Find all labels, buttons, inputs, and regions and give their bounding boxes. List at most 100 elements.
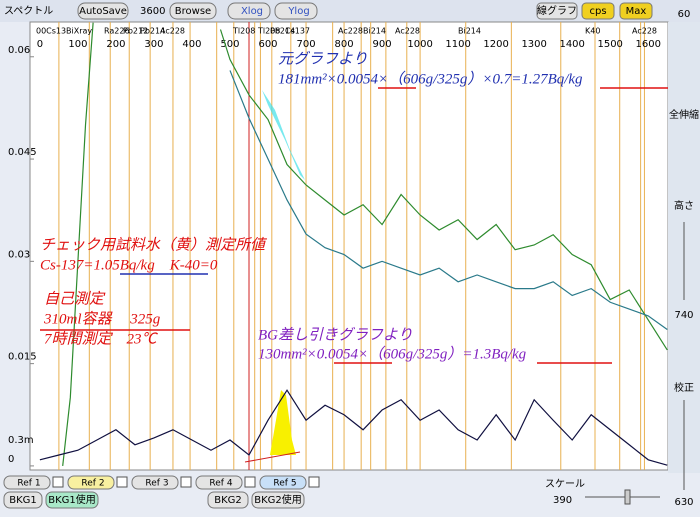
browse-label: Browse — [175, 6, 211, 17]
nuclide-label: Ra226 — [104, 27, 130, 36]
ref-label: Ref 4 — [209, 479, 232, 489]
bkg2-use-button[interactable] — [251, 491, 305, 509]
browse-button[interactable] — [169, 2, 217, 20]
annotation: 7時間測定 23℃ — [44, 330, 159, 347]
ref-label: Ref 5 — [273, 479, 296, 489]
ref-button[interactable] — [67, 475, 115, 490]
height-value: 740 — [674, 310, 693, 321]
plot-area — [29, 21, 669, 471]
x-tick-label: 400 — [182, 39, 201, 50]
x-tick-label: 200 — [106, 39, 125, 50]
baseline — [244, 451, 301, 463]
calib-label: 校正 — [674, 381, 694, 394]
x-tick-label: 1600 — [636, 39, 661, 50]
x-tick-label: 100 — [68, 39, 87, 50]
nuclide-label: Pb212 — [123, 27, 148, 36]
area-fill — [262, 90, 325, 200]
bkg1-button[interactable] — [3, 491, 43, 509]
ylog-label: Ylog — [287, 6, 309, 17]
y-tick-label: 0.015 — [8, 352, 37, 363]
side-top: 60 — [678, 9, 691, 20]
bkg1-label: BKG1 — [9, 495, 37, 506]
annotation: 自己測定 — [44, 290, 106, 307]
bkg2-label: BKG2 — [214, 495, 242, 506]
ref-button[interactable] — [259, 475, 307, 490]
ylog-button[interactable] — [274, 2, 318, 20]
y-tick-label: 0 — [8, 454, 14, 465]
lower-axis-label: 0.3m — [8, 435, 34, 446]
annotation: 130mm²×0.0054×（606g/325g）=1.3Bq/kg — [258, 345, 527, 362]
calib-value: 630 — [674, 497, 693, 508]
x-tick-label: 600 — [258, 39, 277, 50]
mode-button[interactable] — [536, 2, 578, 20]
bkg1-use-label: BKG1使用 — [48, 493, 96, 506]
ref-checkbox[interactable] — [308, 476, 320, 488]
spectrum-line — [229, 70, 668, 331]
y-tick-label: 0.06 — [8, 45, 30, 56]
ref-label: Ref 1 — [17, 479, 40, 489]
fit-label[interactable]: 全伸縮 — [669, 108, 699, 121]
ref-checkbox[interactable] — [244, 476, 256, 488]
x-tick-label: 900 — [373, 39, 392, 50]
ref-checkbox[interactable] — [52, 476, 64, 488]
nuclide-label: Cs137 — [285, 27, 310, 36]
nuclide-label: Ac228 — [160, 27, 185, 36]
bkg2-use-label: BKG2使用 — [254, 493, 302, 506]
scale-label: スケール — [545, 478, 585, 490]
nuclide-label: 00Cs13 — [36, 27, 66, 36]
autosave-button[interactable] — [77, 2, 129, 20]
ref-label: Ref 2 — [81, 479, 104, 489]
nuclide-label: Pb214 — [140, 27, 165, 36]
height-label: 高さ — [674, 199, 694, 212]
ref-button[interactable] — [3, 475, 51, 490]
x-tick-label: 1400 — [559, 39, 584, 50]
x-tick-label: 500 — [220, 39, 239, 50]
ref-checkbox[interactable] — [180, 476, 192, 488]
autosave-label: AutoSave — [79, 6, 127, 17]
x-tick-label: 1000 — [407, 39, 432, 50]
ref-button[interactable] — [195, 475, 243, 490]
x-tick-label: 700 — [296, 39, 315, 50]
max-button[interactable] — [619, 2, 653, 20]
ref-label: Ref 3 — [145, 479, 168, 489]
annotation: BG差し引きグラフより — [258, 326, 413, 343]
annotation: チェック用試料水（黄）測定所値 — [40, 236, 268, 253]
nuclide-label: Ac228 — [338, 27, 363, 36]
x-tick-label: 1500 — [597, 39, 622, 50]
y-tick-label: 0.03 — [8, 249, 30, 260]
bkg2-button[interactable] — [207, 491, 249, 509]
max-label: Max — [626, 6, 647, 17]
nuclide-label: Bi214 — [363, 27, 386, 36]
mode-label: 線グラフ — [537, 4, 577, 17]
annotation: Cs-137=1.05Bq/kg K-40=0 — [40, 257, 218, 273]
ref-checkbox[interactable] — [116, 476, 128, 488]
bkg1-use-button[interactable] — [45, 491, 99, 509]
xlog-label: Xlog — [241, 6, 263, 17]
x-tick-label: 1100 — [445, 39, 470, 50]
spectrum-line — [39, 389, 668, 466]
peak-fill — [270, 390, 296, 455]
nuclide-label: Tl208 — [232, 27, 255, 36]
nuclide-label: K40 — [585, 27, 600, 36]
x-tick-label: 800 — [335, 39, 354, 50]
scale-thumb[interactable] — [624, 489, 631, 505]
annotation: 元グラフより — [278, 50, 368, 67]
nuclide-label: Tl208 — [257, 27, 280, 36]
nuclide-label: Bi214 — [458, 27, 481, 36]
spectrum-line — [219, 29, 668, 351]
time-field[interactable]: 3600 — [140, 6, 165, 17]
xlog-button[interactable] — [227, 2, 271, 20]
nuclide-label: Pb214 — [270, 27, 295, 36]
window-title: スペクトル — [4, 5, 53, 17]
spectrum-line — [62, 22, 94, 466]
nuclide-label: Ac228 — [395, 27, 420, 36]
cps-label: cps — [589, 6, 606, 17]
x-tick-label: 0 — [37, 39, 43, 50]
ref-button[interactable] — [131, 475, 179, 490]
x-tick-label: 1300 — [521, 39, 546, 50]
cps-button[interactable] — [581, 2, 615, 20]
x-tick-label: 1200 — [483, 39, 508, 50]
nuclide-label: Ac228 — [632, 27, 657, 36]
x-tick-label: 300 — [144, 39, 163, 50]
